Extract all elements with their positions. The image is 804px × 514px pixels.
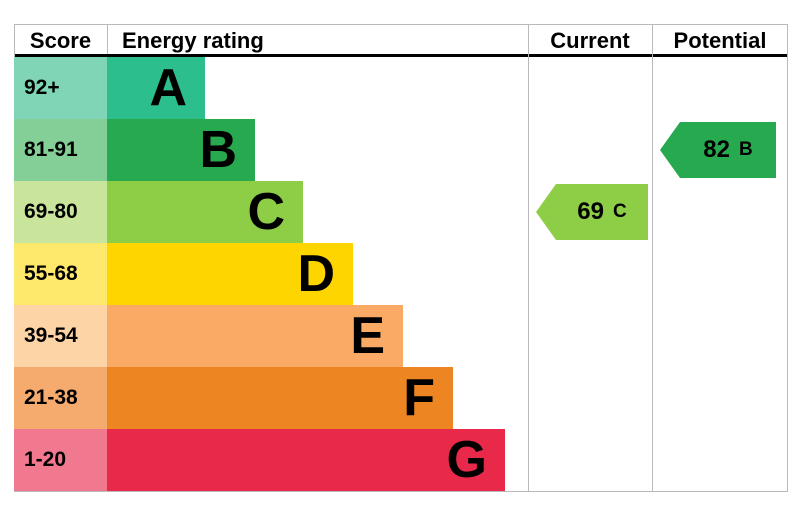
rating-letter-b: B xyxy=(199,121,237,179)
rating-letter-c: C xyxy=(247,183,285,241)
rating-bar-d: D xyxy=(107,243,353,305)
current-column-header: Current xyxy=(550,28,630,53)
rating-letter-e: E xyxy=(350,307,385,365)
bottom-border-line xyxy=(14,491,788,492)
score-range-d: 55-68 xyxy=(14,243,107,305)
right-border-line xyxy=(787,24,788,492)
current-score-value: 69 xyxy=(577,198,604,225)
potential-band-letter: B xyxy=(738,139,753,160)
energy-rating-column-header: Energy rating xyxy=(122,28,264,53)
score-range-b: 81-91 xyxy=(14,119,107,181)
score-range-c: 69-80 xyxy=(14,181,107,243)
score-range-e: 39-54 xyxy=(14,305,107,367)
rating-bar-f: F xyxy=(107,367,453,429)
rating-letter-g: G xyxy=(446,431,487,489)
score-range-a: 92+ xyxy=(14,57,107,119)
rating-letter-d: D xyxy=(297,245,335,303)
rating-bar-c: C xyxy=(107,181,303,243)
current-rating-arrow: 69 C xyxy=(536,184,648,240)
rating-letter-f: F xyxy=(403,369,435,427)
potential-column-divider xyxy=(652,24,653,492)
score-column-header: Score xyxy=(29,28,92,53)
rating-bar-b: B xyxy=(107,119,255,181)
rating-bar-a: A xyxy=(107,57,205,119)
current-band-letter: C xyxy=(612,201,627,222)
score-range-g: 1-20 xyxy=(14,429,107,491)
header-underline xyxy=(14,54,788,57)
potential-score-value: 82 xyxy=(703,136,730,163)
top-border-line xyxy=(14,24,788,25)
current-column-divider xyxy=(528,24,529,492)
score-range-f: 21-38 xyxy=(14,367,107,429)
rating-bar-e: E xyxy=(107,305,403,367)
rating-bar-g: G xyxy=(107,429,505,491)
rating-letter-a: A xyxy=(149,59,187,117)
score-column-divider xyxy=(107,24,108,54)
potential-column-header: Potential xyxy=(673,28,767,53)
potential-rating-arrow: 82 B xyxy=(660,122,776,178)
